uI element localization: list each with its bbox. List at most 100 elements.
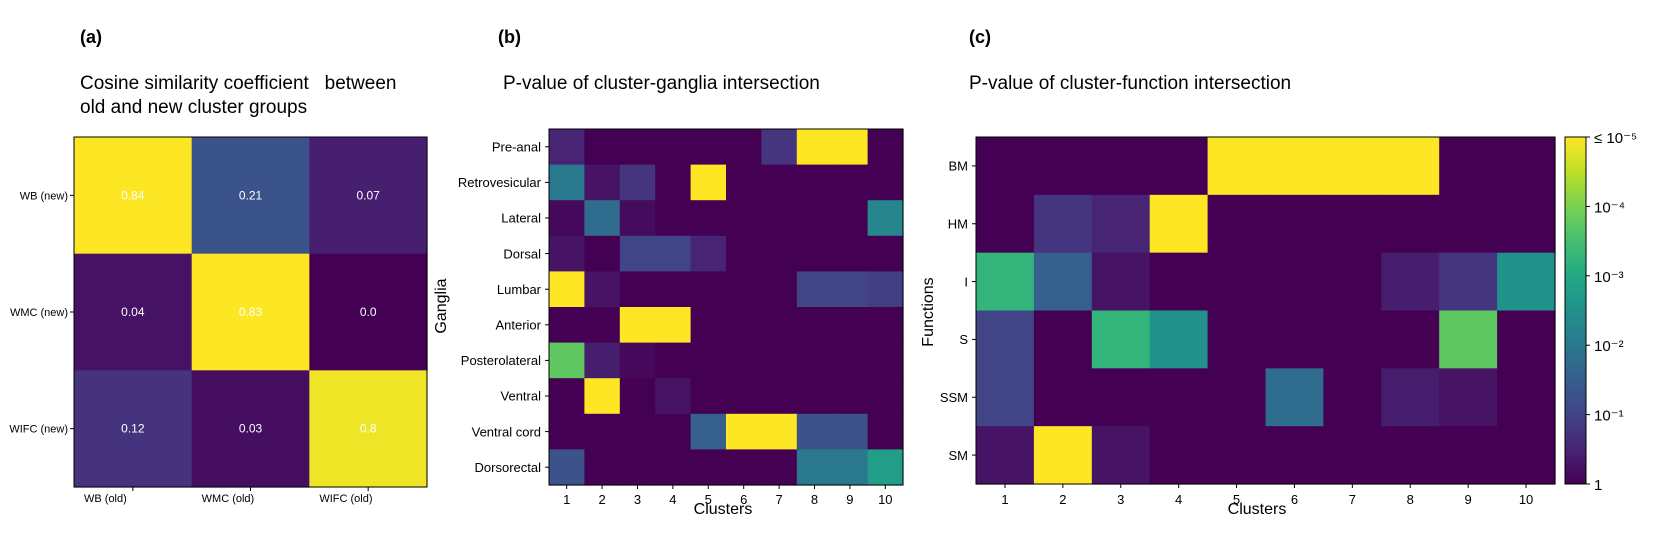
panel-b-col-label: 3: [634, 492, 641, 507]
panel-c-cell-r5-c1: [976, 368, 1035, 427]
panel-b-cell-r9-c2: [584, 413, 621, 450]
panel-b-cell-r1-c10: [867, 129, 904, 166]
panel-b-cell-r2-c9: [832, 164, 869, 201]
panel-b-cell-r9-c1: [549, 413, 585, 450]
panel-a-row-label: WIFC (new): [9, 424, 68, 436]
panel-c-cell-r2-c8: [1381, 194, 1440, 254]
panel-b-cell-r9-c5: [690, 413, 727, 450]
panel-b-cell-r4-c5: [690, 235, 727, 272]
panel-c-cell-r3-c2: [1033, 252, 1093, 312]
panel-c-cell-r5-c5: [1207, 368, 1267, 427]
panel-a-cell-r2-c1: [74, 253, 193, 371]
panel-a-cell-r2-c2: [191, 253, 310, 371]
panel-c-cell-r6-c9: [1439, 426, 1498, 485]
panel-b-cell-r5-c5: [690, 271, 727, 308]
panel-c-col-label: 7: [1349, 492, 1356, 507]
panel-b-cell-r3-c5: [690, 200, 727, 237]
panel-a-col-label: WB (old): [84, 493, 127, 505]
panel-b-cell-r8-c2: [584, 378, 621, 415]
panel-b-cell-r3-c4: [655, 200, 692, 237]
panel-b-cell-r1-c2: [584, 129, 621, 166]
panel-c-col-label: 6: [1291, 492, 1298, 507]
panel-b-cell-r10-c2: [584, 449, 621, 486]
panel-b-col-labels: 1 2 3 4 5 6 7 8 9 10: [563, 485, 893, 507]
panel-b-cell-r3-c1: [549, 200, 585, 237]
panel-c-cell-r3-c9: [1439, 252, 1498, 312]
panel-b-cell-r4-c7: [761, 235, 798, 272]
panel-c-cell-r5-c8: [1381, 368, 1440, 427]
panel-c-cell-r1-c10: [1497, 137, 1556, 196]
panel-b-cell-r10-c10: [867, 449, 904, 486]
panel-b-cell-r5-c7: [761, 271, 798, 308]
panel-b-row-labels: Pre-anal Retrovesicular Lateral Dorsal Lumba…: [458, 139, 549, 475]
panel-a-cell-r3-c1: [74, 370, 193, 488]
panel-b-cell-r1-c1: [549, 129, 585, 166]
panel-b-cell-r6-c4: [655, 307, 692, 344]
colorbar-tick-label: 10⁻²: [1594, 338, 1624, 355]
panel-a-cell-r1-c2: [191, 137, 310, 255]
panel-a-cell-label: 0.84: [121, 188, 145, 202]
panel-b-cell-r3-c10: [867, 200, 904, 237]
panel-c-row-label: SSM: [940, 390, 968, 405]
panel-b-cell-r6-c3: [619, 307, 656, 344]
panel-c-cell-r4-c10: [1497, 310, 1556, 369]
panel-c-cell-r5-c4: [1149, 368, 1209, 427]
panel-c-cell-r2-c10: [1497, 194, 1556, 254]
panel-b-cells: [549, 129, 904, 486]
panel-b-frame: [548, 128, 904, 486]
panel-c-cell-r1-c9: [1439, 137, 1498, 196]
panel-a-cell-r1-c3: [309, 137, 428, 255]
panel-c-cell-r3-c8: [1381, 252, 1440, 312]
panel-a-col-labels: WB (old) WMC (old) WIFC (old): [84, 487, 373, 505]
panel-b-cell-r6-c2: [584, 307, 621, 344]
panel-c-frame: [975, 136, 1556, 485]
colorbar-tick-label: 10⁻⁴: [1594, 199, 1625, 216]
panel-b-cell-r1-c7: [761, 129, 798, 166]
panel-c-col-label: 8: [1407, 492, 1414, 507]
panel-c-cell-r5-c2: [1033, 368, 1093, 427]
panel-b-cell-r5-c10: [867, 271, 904, 308]
panel-a-title-line-2: old and new cluster groups: [80, 97, 307, 118]
panel-b-row-label: Dorsorectal: [475, 460, 542, 475]
panel-b-row-label: Ventral cord: [472, 424, 541, 439]
panel-c-cell-r6-c2: [1033, 426, 1093, 485]
panel-a-cell-label: 0.83: [239, 305, 263, 319]
panel-b-cell-r10-c7: [761, 449, 798, 486]
panel-c-row-label: BM: [949, 159, 969, 174]
panel-b-ylabel: Ganglia: [433, 278, 450, 333]
panel-c-cell-r4-c8: [1381, 310, 1440, 369]
panel-a-label: (a): [80, 27, 102, 47]
panel-b-cell-r1-c9: [832, 129, 869, 166]
panel-b-cell-r10-c6: [726, 449, 762, 486]
panel-c-cell-r2-c9: [1439, 194, 1498, 254]
panel-b-cell-r9-c9: [832, 413, 869, 450]
panel-c-cell-r5-c7: [1323, 368, 1382, 427]
panel-c-row-label: HM: [948, 216, 968, 231]
panel-c-cell-r2-c5: [1207, 194, 1267, 254]
panel-b-cell-r3-c6: [726, 200, 762, 237]
panel-c-cell-r4-c7: [1323, 310, 1382, 369]
panel-c-cell-r3-c5: [1207, 252, 1267, 312]
panel-a-col-label: WIFC (old): [319, 493, 372, 505]
panel-b-col-label: 9: [846, 492, 853, 507]
panel-b-cell-r4-c6: [726, 235, 762, 272]
panel-c-col-label: 4: [1175, 492, 1182, 507]
panel-c-cell-r2-c7: [1323, 194, 1382, 254]
panel-c-cell-r1-c2: [1033, 137, 1093, 196]
panel-c-col-label: 3: [1117, 492, 1124, 507]
panel-b-cell-r10-c1: [549, 449, 585, 486]
panel-b-cell-r5-c4: [655, 271, 692, 308]
panel-a-cell-r2-c3: [309, 253, 428, 371]
panel-b-cell-r9-c10: [867, 413, 904, 450]
panel-b-row-label: Lumbar: [497, 282, 542, 297]
panel-c-cell-r4-c1: [976, 310, 1035, 369]
panel-b-cell-r7-c4: [655, 342, 692, 379]
panel-c-xlabel: Clusters: [1228, 501, 1287, 518]
panel-b-cell-r6-c6: [726, 307, 762, 344]
colorbar-gradient: [1564, 136, 1587, 485]
panel-b-cell-r2-c1: [549, 164, 585, 201]
panel-c-ylabel: Functions: [920, 277, 937, 346]
panel-b-row-label: Dorsal: [503, 246, 541, 261]
panel-c-cell-r1-c8: [1381, 137, 1440, 196]
panel-a-cells: 0.84 0.21 0.07 0.04 0.83 0.0 0.12 0.03 0.8: [74, 137, 428, 488]
